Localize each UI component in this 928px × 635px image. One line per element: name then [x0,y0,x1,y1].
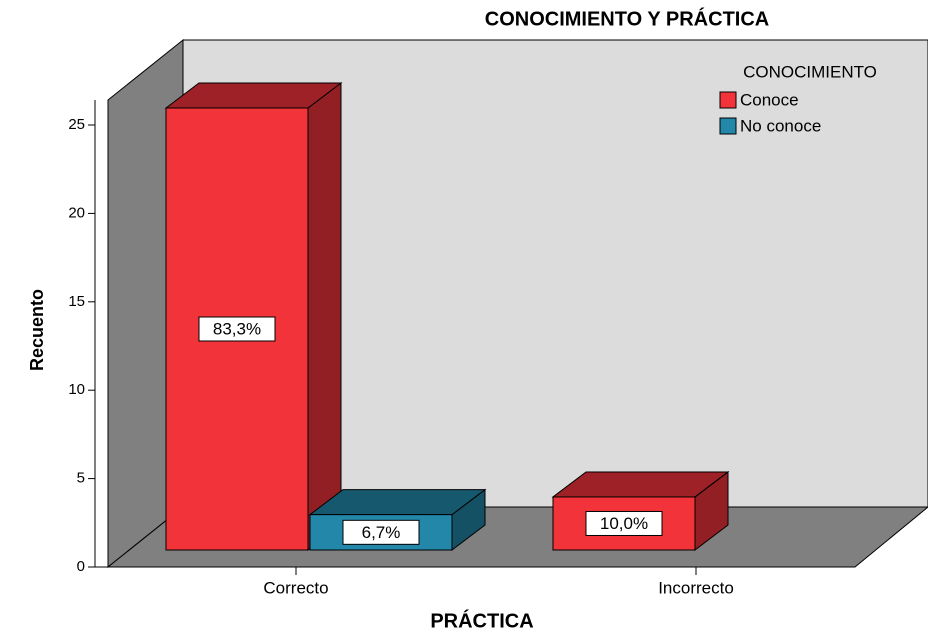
y-tick-label: 20 [68,204,85,221]
data-label-box [198,316,276,342]
bar-side [307,81,342,552]
y-axis-title: Recuento [27,289,47,371]
data-label: 6,7% [362,523,401,542]
data-label: 83,3% [213,319,261,338]
data-label: 10,0% [600,514,648,533]
x-tick-label: Incorrecto [658,578,734,597]
legend-swatch [719,117,737,135]
data-label-box [585,510,663,536]
y-tick-label: 15 [68,293,85,310]
y-tick-label: 0 [77,558,85,575]
legend-swatch [719,91,737,109]
x-axis-title: PRÁCTICA [430,609,533,630]
legend-label: Conoce [740,90,799,109]
legend-label: No conoce [740,116,821,135]
legend-title: CONOCIMIENTO [743,62,877,81]
y-tick-label: 5 [77,470,85,487]
x-tick-label: Correcto [263,578,328,597]
data-label-box [342,519,420,545]
y-tick-label: 10 [68,381,85,398]
y-tick-label: 25 [68,116,85,133]
chart-title: CONOCIMIENTO Y PRÁCTICA [485,7,769,30]
